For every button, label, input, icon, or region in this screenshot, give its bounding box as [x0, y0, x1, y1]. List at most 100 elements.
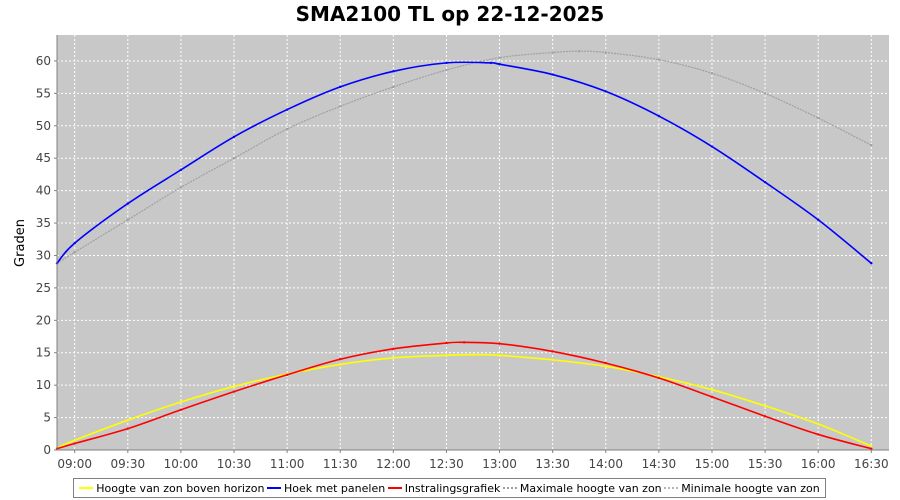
series-point-3	[657, 58, 661, 61]
y-tick-label: 60	[36, 54, 51, 68]
y-tick-labels: 0 5 10 15 20 25 30 35 40 45 50 55 60	[36, 54, 57, 457]
series-point-3	[578, 50, 581, 53]
series-point-2	[657, 376, 661, 380]
series-point-2	[870, 447, 873, 450]
series-point-3	[285, 127, 289, 131]
legend-item: Instralingsgrafiek	[387, 481, 501, 495]
series-point-1	[551, 73, 554, 76]
series-point-3	[126, 218, 130, 222]
series-point-3	[763, 92, 767, 95]
series-point-1	[179, 168, 183, 172]
series-point-3	[710, 72, 714, 75]
series-point-2	[763, 415, 767, 418]
series-point-0	[710, 388, 714, 391]
series-point-2	[445, 341, 448, 345]
series-point-0	[179, 400, 183, 404]
legend: Hoogte van zon boven horizon Hoek met pan…	[73, 478, 826, 498]
legend-swatch	[79, 487, 94, 489]
series-point-0	[339, 363, 342, 366]
series-point-0	[816, 422, 820, 426]
series-point-0	[126, 418, 130, 422]
x-tick-label: 13:00	[482, 457, 517, 471]
series-point-3	[339, 105, 342, 108]
series-point-1	[126, 202, 130, 205]
legend-swatch	[664, 487, 679, 489]
legend-swatch	[387, 487, 402, 489]
chart-title: SMA2100 TL op 22-12-2025	[295, 2, 605, 26]
y-tick-label: 10	[36, 378, 51, 392]
plot-area	[57, 35, 889, 450]
series-point-3	[73, 251, 76, 254]
legend-label: Minimale hoogte van zon	[681, 481, 820, 495]
series-point-0	[763, 404, 767, 408]
y-tick-label: 30	[36, 248, 51, 262]
series-point-1	[232, 135, 236, 139]
y-tick-label: 55	[36, 86, 51, 100]
x-tick-label: 10:00	[164, 457, 199, 471]
x-tick-label: 11:00	[270, 457, 305, 471]
series-point-1	[73, 241, 76, 245]
series-point-1	[285, 108, 289, 111]
series-point-2	[498, 342, 501, 345]
series-point-0	[445, 354, 448, 357]
y-tick-label: 35	[36, 216, 51, 230]
legend-label: Instralingsgrafiek	[404, 481, 501, 495]
series-point-1	[604, 90, 607, 93]
axes	[56, 35, 889, 451]
x-tick-label: 13:30	[535, 457, 570, 471]
y-tick-label: 15	[36, 346, 51, 360]
legend-label: Maximale hoogte van zon	[519, 481, 662, 495]
series-point-3	[816, 116, 820, 120]
series-point-2	[73, 442, 76, 445]
x-tick-label: 14:30	[642, 457, 677, 471]
series-point-3	[604, 51, 607, 54]
legend-swatch	[502, 487, 517, 489]
series-point-2	[392, 347, 395, 351]
series-point-0	[604, 365, 607, 368]
series-point-2	[816, 433, 820, 436]
x-tick-label: 11:30	[323, 457, 358, 471]
y-tick-label: 45	[36, 151, 51, 165]
series-point-1	[339, 85, 342, 89]
x-tick-label: 16:00	[801, 457, 836, 471]
series-point-3	[179, 186, 183, 189]
series-point-1	[657, 114, 661, 118]
series-line-0	[56, 353, 872, 449]
series-point-3	[551, 51, 554, 54]
legend-item: Hoogte van zon boven horizon	[79, 482, 264, 495]
series-point-1	[710, 145, 714, 148]
series-point-2	[285, 373, 289, 376]
series-point-2	[179, 408, 183, 411]
series-point-1	[489, 61, 492, 65]
y-tick-label: 40	[36, 184, 51, 198]
series-point-2	[232, 390, 236, 393]
series-point-2	[339, 358, 342, 361]
series-point-1	[392, 70, 395, 73]
y-tick-label: 0	[43, 443, 51, 457]
legend-label: Hoogte van zon boven horizon	[96, 481, 265, 495]
series-point-1	[498, 62, 501, 66]
x-tick-labels: 09:00 09:30 10:00 10:30 11:00 11:30 12:00 12:30…	[57, 450, 889, 471]
y-tick-label: 20	[36, 313, 51, 327]
series-point-1	[445, 61, 448, 65]
series-point-3	[445, 68, 448, 72]
series-point-1	[870, 262, 873, 265]
series-point-2	[462, 341, 466, 344]
series-point-2	[710, 395, 714, 399]
grid-lines	[57, 35, 889, 451]
x-tick-label: 09:30	[111, 457, 146, 471]
x-tick-label: 12:00	[376, 457, 411, 471]
y-tick-label: 50	[36, 119, 51, 133]
series-point-3	[232, 157, 236, 160]
series-point-0	[73, 439, 76, 442]
series-point-3	[498, 56, 501, 59]
x-tick-label: 15:00	[695, 457, 730, 471]
series-point-1	[763, 180, 767, 184]
series-point-2	[604, 361, 607, 365]
x-tick-label: 10:30	[217, 457, 252, 471]
x-tick-label: 09:00	[57, 457, 92, 471]
series-point-0	[392, 356, 395, 360]
legend-swatch	[267, 487, 281, 489]
legend-item: Minimale hoogte van zon	[664, 482, 820, 495]
